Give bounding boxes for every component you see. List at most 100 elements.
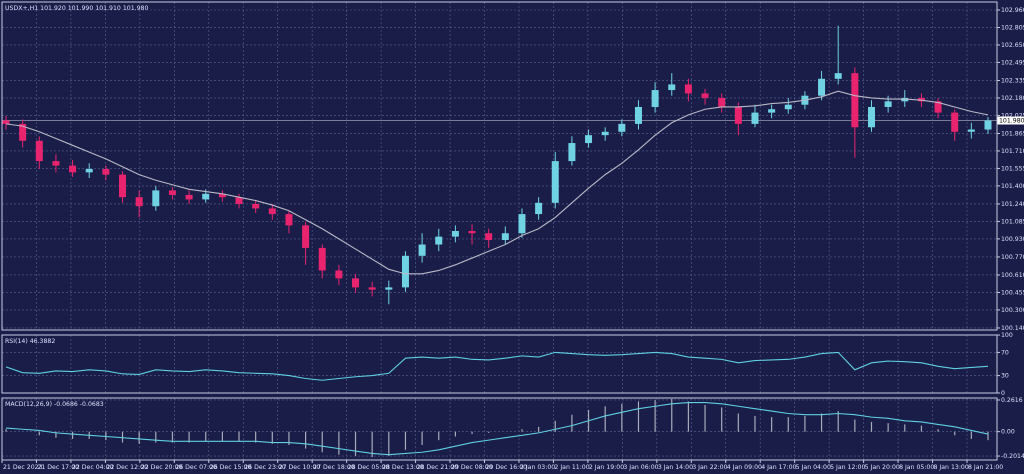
rsi-line bbox=[5, 351, 989, 381]
candle-body bbox=[751, 112, 759, 124]
y-tick-label: 101.085 bbox=[1001, 218, 1024, 225]
y-tick-label: 102.495 bbox=[1001, 59, 1024, 66]
candle-body bbox=[35, 140, 43, 162]
y-tick-label: 102.180 bbox=[1001, 95, 1024, 102]
x-tick-label: 28 Dec 21:00 bbox=[417, 464, 459, 471]
x-tick-label: 21 Dec 2023 bbox=[3, 464, 43, 471]
candle-body bbox=[52, 161, 60, 166]
y-tick-label: 102.335 bbox=[1001, 77, 1024, 84]
candle-body bbox=[135, 197, 143, 207]
y-tick-label: 0 bbox=[1001, 390, 1005, 397]
y-tick-label: 0.00 bbox=[1001, 429, 1015, 436]
candle-body bbox=[518, 214, 526, 234]
candle-body bbox=[401, 255, 409, 288]
candle-body bbox=[585, 135, 593, 144]
y-tick-label: 102.025 bbox=[1001, 112, 1024, 119]
last-price-box bbox=[997, 116, 1024, 125]
candle-body bbox=[917, 97, 925, 102]
candle-body bbox=[651, 90, 659, 107]
candle-body bbox=[302, 225, 310, 248]
y-tick-label: 101.240 bbox=[1001, 201, 1024, 208]
y-tick-label: -0.2014 bbox=[1001, 453, 1024, 460]
x-tick-label: 5 Jan 20:00 bbox=[865, 464, 900, 471]
x-tick-label: 8 Jan 21:00 bbox=[968, 464, 1003, 471]
panel-title: MACD(12,26,9) -0.0686 -0.0683 bbox=[5, 401, 104, 408]
x-tick-label: 21 Dec 17:00 bbox=[37, 464, 79, 471]
candle-body bbox=[535, 202, 543, 215]
candle-body bbox=[634, 106, 642, 124]
panel-frame bbox=[1, 1, 998, 331]
candle-body bbox=[435, 236, 443, 245]
candle-body bbox=[668, 84, 676, 91]
candle-body bbox=[335, 270, 343, 279]
x-tick-label: 26 Dec 07:00 bbox=[175, 464, 217, 471]
last-price-label: 101.980 bbox=[999, 118, 1024, 125]
x-tick-label: 2 Jan 11:00 bbox=[554, 464, 589, 471]
candle-body bbox=[834, 73, 842, 79]
panel-frame bbox=[1, 334, 998, 394]
panel-frame bbox=[1, 397, 998, 461]
x-tick-label: 28 Dec 05:00 bbox=[348, 464, 390, 471]
x-tick-label: 22 Dec 04:00 bbox=[72, 464, 114, 471]
candle-body bbox=[951, 112, 959, 132]
candle-body bbox=[119, 174, 127, 198]
y-tick-label: 100.300 bbox=[1001, 307, 1024, 314]
candle-body bbox=[451, 231, 459, 237]
x-tick-label: 3 Jan 06:00 bbox=[623, 464, 658, 471]
y-tick-label: 102.650 bbox=[1001, 42, 1024, 49]
x-tick-label: 2 Jan 03:00 bbox=[520, 464, 555, 471]
candle-body bbox=[152, 190, 160, 207]
y-tick-label: 30 bbox=[1001, 373, 1009, 380]
candle-body bbox=[768, 109, 776, 113]
y-tick-label: 101.710 bbox=[1001, 148, 1024, 155]
candle-body bbox=[618, 123, 626, 132]
x-tick-label: 4 Jan 09:00 bbox=[727, 464, 762, 471]
candle-body bbox=[784, 104, 792, 110]
y-tick-label: 100.140 bbox=[1001, 325, 1024, 332]
x-tick-label: 5 Jan 04:00 bbox=[796, 464, 831, 471]
candle-body bbox=[884, 101, 892, 107]
y-tick-label: 101.400 bbox=[1001, 183, 1024, 190]
x-tick-label: 27 Dec 10:00 bbox=[279, 464, 321, 471]
candle-body bbox=[967, 129, 975, 132]
x-tick-label: 29 Dec 08:00 bbox=[451, 464, 493, 471]
panel-title: RSI(14) 46.3882 bbox=[5, 338, 55, 345]
candle-body bbox=[684, 84, 692, 94]
y-tick-label: 100 bbox=[1001, 332, 1013, 339]
candle-body bbox=[551, 161, 559, 203]
candle-body bbox=[85, 168, 93, 173]
candle-body bbox=[485, 233, 493, 241]
candle-body bbox=[202, 193, 210, 200]
candle-body bbox=[418, 244, 426, 256]
x-tick-label: 5 Jan 12:00 bbox=[830, 464, 865, 471]
y-tick-label: 100.770 bbox=[1001, 254, 1024, 261]
x-tick-label: 28 Dec 13:00 bbox=[382, 464, 424, 471]
y-tick-label: 102.960 bbox=[1001, 7, 1024, 14]
candle-body bbox=[318, 247, 326, 271]
x-tick-label: 2 Jan 19:00 bbox=[589, 464, 624, 471]
candle-body bbox=[568, 143, 576, 162]
candle-body bbox=[69, 165, 77, 173]
candle-body bbox=[252, 203, 260, 209]
candle-body bbox=[601, 131, 609, 136]
y-tick-label: 70 bbox=[1001, 349, 1009, 356]
panel-title: USDX+,H1 101.920 101.990 101.910 101.980 bbox=[5, 5, 148, 12]
candle-body bbox=[218, 193, 226, 198]
candle-body bbox=[901, 97, 909, 102]
x-tick-label: 4 Jan 17:00 bbox=[761, 464, 796, 471]
y-tick-label: 101.555 bbox=[1001, 165, 1024, 172]
x-tick-label: 3 Jan 22:00 bbox=[692, 464, 727, 471]
x-tick-label: 3 Jan 14:00 bbox=[658, 464, 693, 471]
candle-body bbox=[168, 190, 176, 195]
y-tick-label: 102.805 bbox=[1001, 24, 1024, 31]
candle-body bbox=[235, 197, 243, 204]
candle-body bbox=[867, 106, 875, 128]
x-tick-label: 8 Jan 05:00 bbox=[899, 464, 934, 471]
candle-body bbox=[352, 278, 360, 288]
candle-body bbox=[818, 78, 826, 96]
candle-body bbox=[368, 287, 376, 290]
candle-body bbox=[701, 93, 709, 98]
